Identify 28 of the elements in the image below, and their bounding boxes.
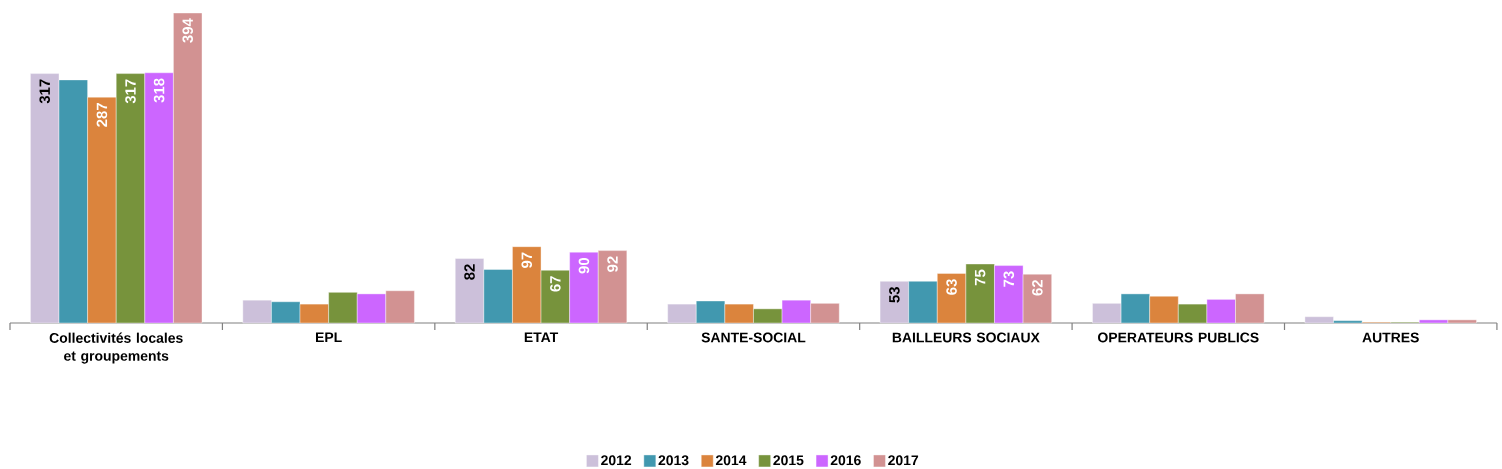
data-label: 317 <box>125 79 136 104</box>
data-label: 62 <box>1032 280 1043 296</box>
x-tick-label: AUTRES <box>1362 332 1419 343</box>
data-label: 394 <box>182 18 194 43</box>
data-label: 67 <box>550 276 561 292</box>
data-label: 73 <box>1003 271 1015 287</box>
data-label: 82 <box>464 264 475 280</box>
legend-label: 2016 <box>830 455 861 466</box>
x-tick-label: OPERATEURS PUBLICS <box>1098 332 1259 343</box>
data-label: 75 <box>974 269 986 286</box>
data-label: 63 <box>946 279 957 295</box>
legend-label: 2014 <box>715 455 747 466</box>
legend-label: 2013 <box>658 455 689 466</box>
legend-label: 2017 <box>888 455 919 466</box>
x-tick-label: ETAT <box>524 332 559 343</box>
data-label: 90 <box>578 258 590 274</box>
data-label: 92 <box>607 256 618 272</box>
x-tick-label: EPL <box>316 332 342 343</box>
data-label: 318 <box>153 78 165 103</box>
x-tick-label: BAILLEURS SOCIAUX <box>892 332 1040 343</box>
data-label: 53 <box>889 287 900 303</box>
data-label: 317 <box>39 79 51 104</box>
data-label: 97 <box>521 252 533 268</box>
data-label: 287 <box>96 103 108 127</box>
legend-label: 2015 <box>773 455 804 466</box>
x-tick-label: Collectivités locales et groupements <box>49 332 183 364</box>
legend-label: 2012 <box>601 455 632 466</box>
x-tick-label: SANTE-SOCIAL <box>701 332 806 343</box>
